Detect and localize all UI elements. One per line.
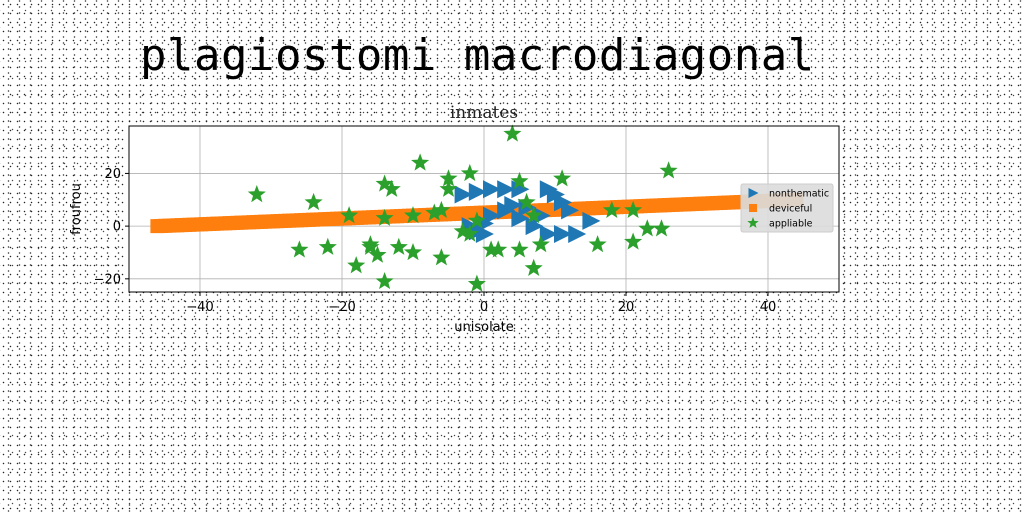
appliable-point (375, 174, 394, 192)
y-tick-label: 0 (113, 220, 121, 235)
x-axis-label: unisolate (454, 320, 514, 335)
appliable-point (411, 153, 430, 171)
nonthematic-point (582, 211, 601, 230)
appliable-point (638, 219, 657, 237)
y-tick-label: −20 (94, 272, 121, 287)
appliable-point (290, 240, 309, 258)
legend-marker-appliable (747, 217, 759, 228)
x-tick-label: −20 (328, 300, 355, 315)
appliable-point (602, 200, 621, 218)
chart-title: inmates (450, 103, 518, 123)
appliable-point (347, 256, 366, 274)
appliable-point (460, 224, 479, 242)
x-tick-label: 20 (618, 300, 635, 315)
appliable-point (439, 169, 458, 187)
appliable-point (247, 185, 266, 203)
appliable-point (524, 206, 543, 224)
nonthematic-point (483, 180, 501, 199)
appliable-point (531, 235, 550, 253)
appliable-point (467, 211, 486, 229)
appliable-point (659, 161, 678, 179)
appliable-point (382, 179, 401, 197)
appliable-point (517, 192, 536, 211)
nonthematic-point (468, 182, 487, 201)
appliable-point (624, 232, 643, 250)
y-axis-label: froufrou (69, 183, 84, 235)
x-tick-label: 0 (480, 300, 488, 315)
nonthematic-point (483, 206, 501, 225)
appliable-point (489, 240, 508, 258)
appliable-point (368, 245, 387, 263)
x-tick-label: 40 (760, 300, 777, 315)
nonthematic-point (504, 196, 523, 215)
nonthematic-point (497, 180, 516, 199)
appliable-point (439, 179, 458, 197)
appliable-point (588, 235, 607, 253)
appliable-point (340, 206, 359, 224)
appliable-point (453, 221, 472, 240)
appliable-point (510, 171, 529, 190)
appliable-point (460, 163, 479, 182)
nonthematic-point (475, 225, 494, 244)
legend-label-appliable: appliable (769, 219, 813, 230)
nonthematic-point (511, 209, 530, 228)
appliable-point (403, 242, 423, 261)
legend-marker-nonthematic (748, 188, 759, 198)
appliable-point (375, 271, 394, 290)
axis-ticks: −40 −20 0 20 40 −20 0 20 (94, 167, 777, 315)
appliable-point (467, 274, 486, 292)
nonthematic-point (454, 185, 473, 204)
nonthematic-point (561, 201, 580, 220)
appliable-point (375, 208, 394, 226)
legend-marker-deviceful (749, 204, 757, 212)
appliable-point (524, 258, 543, 276)
appliable-point (482, 240, 501, 258)
appliable-point (425, 203, 444, 221)
nonthematic-point (539, 225, 558, 244)
legend-label-deviceful: deviceful (769, 204, 812, 215)
x-tick-label: −40 (186, 300, 213, 315)
appliable-point (432, 248, 451, 266)
appliable-point (318, 237, 337, 255)
appliable-point (652, 219, 671, 237)
nonthematic-point (568, 225, 587, 244)
legend-box (740, 183, 834, 233)
y-tick-label: 20 (104, 167, 121, 182)
appliable-point (361, 237, 380, 255)
appliable-point (432, 200, 451, 218)
appliable-point (553, 169, 572, 187)
appliable-point (304, 192, 323, 211)
legend-label-nonthematic: nonthematic (769, 189, 829, 200)
appliable-point (403, 206, 423, 224)
nonthematic-point (554, 225, 572, 244)
appliable-point (624, 200, 643, 218)
appliable-point (389, 237, 408, 255)
page-title: plagiostomi macrodiagonal (140, 30, 815, 81)
legend: nonthematic deviceful appliable (740, 183, 834, 233)
appliable-point (510, 240, 529, 258)
appliable-point (503, 124, 522, 142)
